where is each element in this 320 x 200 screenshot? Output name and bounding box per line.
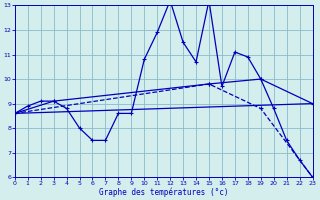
X-axis label: Graphe des températures (°c): Graphe des températures (°c): [99, 187, 228, 197]
